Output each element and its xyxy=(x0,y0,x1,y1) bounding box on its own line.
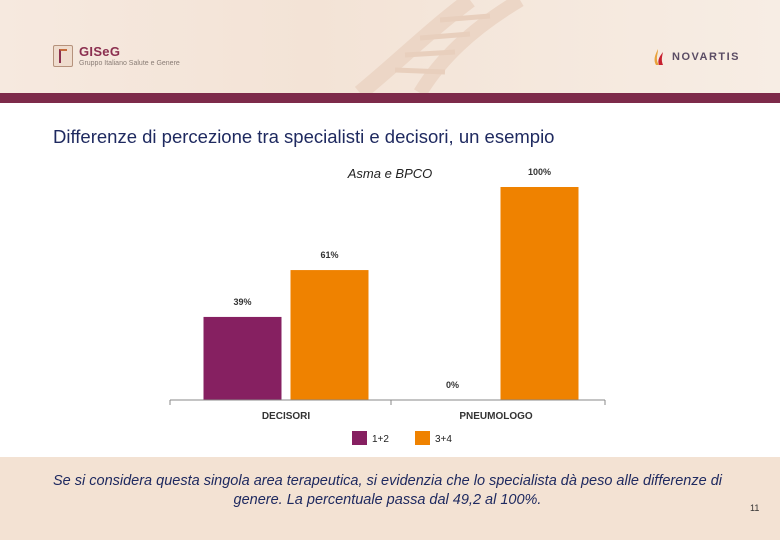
bar-decisori-1 xyxy=(203,316,282,400)
category-label: DECISORI xyxy=(262,411,311,422)
chart-title: Asma e BPCO xyxy=(347,166,433,181)
slide-title: Differenze di percezione tra specialisti… xyxy=(53,126,555,147)
data-label: 100% xyxy=(528,167,551,177)
novartis-logo: NOVARTIS xyxy=(652,49,740,65)
giseg-logo-subtitle: Gruppo Italiano Salute e Genere xyxy=(79,60,180,67)
giseg-logo: GISeG Gruppo Italiano Salute e Genere xyxy=(53,45,180,67)
header-banner: GISeG Gruppo Italiano Salute e Genere NO… xyxy=(0,0,780,93)
data-label: 0% xyxy=(446,380,459,390)
category-label: PNEUMOLOGO xyxy=(459,411,533,422)
legend-swatch xyxy=(352,431,367,445)
bar-chart: Asma e BPCO 39% 61% 0% 100% DECISORI PNEUMOLOG… xyxy=(169,166,606,445)
footer-text: Se si considera questa singola area tera… xyxy=(52,473,723,508)
legend-swatch xyxy=(415,431,430,445)
data-label: 39% xyxy=(233,297,251,307)
giseg-logo-name: GISeG xyxy=(79,44,121,59)
page-number: 11 xyxy=(750,503,760,513)
bar-pneumologo-2 xyxy=(500,187,579,400)
footer-panel xyxy=(0,457,780,540)
header-band xyxy=(0,93,780,103)
dna-helix-decoration xyxy=(354,0,524,93)
giseg-mark-icon xyxy=(53,45,73,67)
data-label: 61% xyxy=(320,250,338,260)
legend-label: 1+2 xyxy=(372,434,389,445)
novartis-flame-icon xyxy=(654,49,663,65)
bar-decisori-2 xyxy=(290,270,369,400)
legend-label: 3+4 xyxy=(435,434,452,445)
novartis-logo-name: NOVARTIS xyxy=(672,51,741,63)
